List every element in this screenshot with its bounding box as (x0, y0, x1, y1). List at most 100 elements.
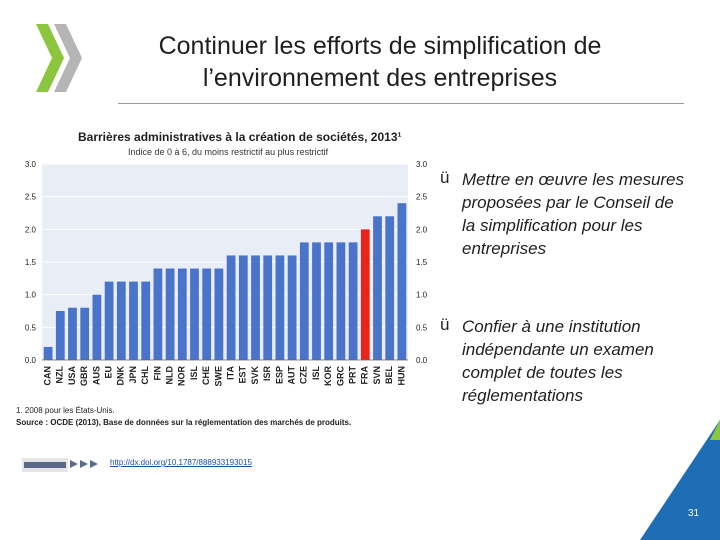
bar-gbr (80, 307, 90, 360)
check-icon: ü (440, 168, 450, 187)
bullet-item-2: ü Confier à une institution indépendante… (440, 315, 720, 407)
bar-est (238, 255, 248, 360)
x-tick-label: KOR (323, 366, 333, 387)
chart-note: 1. 2008 pour les États-Unis. (16, 406, 115, 415)
x-tick-label: SWE (213, 366, 223, 387)
bar-svk (251, 255, 260, 360)
y-tick-label-left: 0.0 (25, 356, 37, 365)
x-tick-label: GRC (335, 366, 345, 387)
statlink-arrows-icon (70, 460, 98, 468)
y-tick-label-left: 1.5 (25, 258, 37, 267)
x-tick-label: EST (238, 366, 248, 384)
x-tick-label: NZL (55, 366, 65, 384)
bullet-2-line-1: Confier à une institution (462, 317, 641, 336)
x-tick-label: ISL (189, 366, 199, 381)
bullet-item-1: ü Mettre en œuvre les mesures proposées … (440, 168, 720, 260)
y-tick-label-right: 0.0 (416, 356, 428, 365)
bar-aus (92, 294, 102, 360)
bar-fra (360, 229, 370, 360)
x-tick-label: AUS (91, 366, 101, 385)
bullet-1-line-3: la simplification pour les (462, 216, 643, 235)
bar-jpn (129, 281, 138, 360)
bar-isl (190, 268, 199, 360)
y-tick-label-left: 3.0 (25, 160, 37, 169)
bar-isl (312, 242, 321, 360)
x-tick-label: FIN (152, 366, 162, 381)
bullet-1-line-1: Mettre en œuvre les mesures (462, 170, 685, 189)
bar-prt (348, 242, 358, 360)
bar-nzl (55, 311, 65, 360)
bar-chl (141, 281, 151, 360)
bar-grc (336, 242, 346, 360)
x-tick-label: CHE (201, 366, 211, 385)
check-icon: ü (440, 315, 450, 334)
bar-can (43, 346, 53, 360)
title-divider (118, 103, 684, 104)
x-tick-label: CZE (299, 366, 309, 384)
bar-cze (299, 242, 309, 360)
x-tick-label: HUN (396, 366, 406, 386)
bar-nor (177, 268, 187, 360)
x-tick-label: EU (103, 366, 113, 379)
bar-swe (214, 268, 224, 360)
x-tick-label: ISR (262, 366, 272, 382)
bar-usa (68, 307, 77, 360)
x-tick-label: NLD (164, 366, 174, 385)
y-tick-label-left: 0.5 (25, 323, 37, 332)
y-tick-label-left: 2.5 (25, 193, 37, 202)
x-tick-label: CAN (42, 366, 52, 386)
y-tick-label-left: 1.0 (25, 291, 37, 300)
chart-title: Barrières administratives à la création … (78, 130, 402, 144)
bar-eu (104, 281, 114, 360)
x-tick-label: ISL (311, 366, 321, 381)
slide-title-line-2: l’environnement des entreprises (202, 64, 558, 92)
bar-aut (287, 255, 297, 360)
bullet-2-line-4: réglementations (462, 386, 583, 405)
x-tick-label: AUT (286, 366, 296, 385)
x-tick-label: FRA (360, 366, 370, 385)
y-tick-label-right: 1.5 (416, 258, 428, 267)
y-tick-label-right: 2.5 (416, 193, 428, 202)
bar-che (202, 268, 212, 360)
bar-dnk (116, 281, 126, 360)
x-tick-label: ESP (274, 366, 284, 384)
x-tick-label: PRT (347, 365, 357, 384)
x-tick-label: CHL (140, 366, 150, 385)
bar-isr (263, 255, 273, 360)
y-tick-label-right: 2.0 (416, 225, 428, 234)
y-tick-label-left: 2.0 (25, 225, 37, 234)
x-tick-label: NOR (177, 366, 187, 387)
statlink-url[interactable]: http://dx.doi.org/10.1787/888933193015 (110, 458, 252, 467)
logo-chevron-2 (54, 24, 82, 92)
y-tick-label-right: 0.5 (416, 323, 428, 332)
bullet-2-line-3: complet de toutes les (462, 363, 623, 382)
y-tick-label-right: 3.0 (416, 160, 428, 169)
oecd-logo (36, 24, 82, 92)
x-tick-label: ITA (225, 366, 235, 380)
chart-subtitle: Indice de 0 à 6, du moins restrictif au … (128, 147, 329, 157)
slide-title-line-1: Continuer les efforts de simplification … (158, 32, 602, 60)
x-tick-label: SVK (250, 366, 260, 385)
y-tick-label-right: 1.0 (416, 291, 428, 300)
bullet-2-line-2: indépendante un examen (462, 340, 654, 359)
bullet-1-line-2: proposées par le Conseil de (462, 193, 674, 212)
bar-ita (226, 255, 236, 360)
x-tick-label: SVN (372, 366, 382, 385)
x-tick-label: DNK (116, 366, 126, 386)
bullet-1-line-4: entreprises (462, 239, 547, 258)
chart-source: Source : OCDE (2013), Base de données su… (16, 418, 352, 427)
x-tick-label: BEL (384, 365, 394, 384)
page-number: 31 (688, 508, 700, 519)
x-tick-label: USA (67, 366, 77, 386)
statlink-logo (22, 458, 68, 472)
x-tick-label: GBR (79, 366, 89, 387)
bar-nld (165, 268, 175, 360)
x-tick-label: JPN (128, 366, 138, 384)
bar-hun (397, 203, 407, 360)
bar-svn (373, 216, 382, 360)
logo-chevron-1 (36, 24, 64, 92)
corner-decoration (640, 420, 720, 540)
bar-fin (153, 268, 163, 360)
bullet-list: ü Mettre en œuvre les mesures proposées … (440, 168, 720, 462)
bar-esp (275, 255, 285, 360)
